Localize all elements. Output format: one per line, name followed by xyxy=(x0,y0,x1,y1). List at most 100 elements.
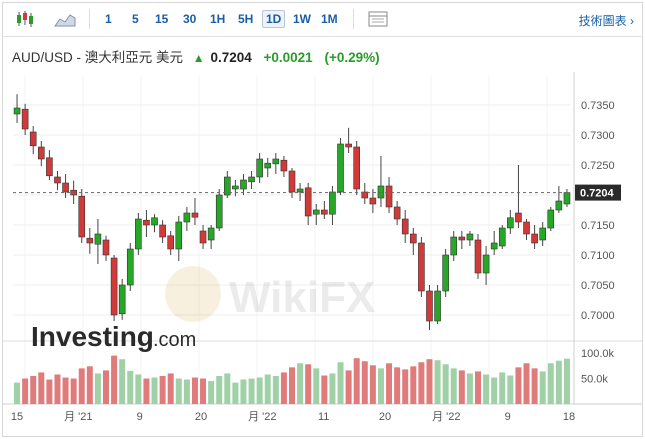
candle-body xyxy=(248,176,255,183)
candle-body xyxy=(264,162,272,169)
candle-body xyxy=(369,197,377,205)
time-tick-label: 9 xyxy=(137,411,143,423)
volume-bar xyxy=(563,358,570,404)
candle-body xyxy=(385,185,393,208)
volume-bar xyxy=(224,373,231,404)
volume-bar xyxy=(256,377,263,404)
volume-bar xyxy=(531,368,538,404)
interval-1d[interactable]: 1D xyxy=(262,10,286,28)
toolbar-separator xyxy=(89,9,90,29)
price-change: +0.0021 xyxy=(263,50,313,65)
volume-bar xyxy=(466,373,473,404)
volume-bar xyxy=(78,368,85,404)
time-tick-label: 20 xyxy=(379,411,391,423)
volume-bar xyxy=(434,360,441,404)
price-tick-label: 0.7350 xyxy=(581,100,615,112)
interval-1m[interactable]: 1 xyxy=(105,12,112,26)
volume-bar xyxy=(208,381,215,404)
candle-body xyxy=(377,185,385,199)
candle-body xyxy=(151,217,158,226)
price-change-percent: (+0.29%) xyxy=(324,50,380,65)
candle-body xyxy=(175,221,183,250)
interval-1w[interactable]: 1W xyxy=(293,12,311,26)
volume-bars xyxy=(14,355,570,404)
interval-15m[interactable]: 15 xyxy=(155,12,169,26)
chevron-right-icon: › xyxy=(630,14,634,28)
candle-body xyxy=(498,227,506,247)
price-tick-label: 0.7050 xyxy=(581,280,615,292)
volume-bar xyxy=(38,372,45,404)
candle-body xyxy=(159,224,166,238)
interval-5h[interactable]: 5H xyxy=(238,12,254,26)
interval-1mo[interactable]: 1M xyxy=(321,12,338,26)
interval-5m[interactable]: 5 xyxy=(132,12,139,26)
volume-bar xyxy=(143,378,150,404)
volume-bar xyxy=(30,376,37,404)
candle-body xyxy=(555,200,563,211)
last-price-marker xyxy=(575,184,621,201)
price-tick-label: 0.7000 xyxy=(581,310,615,322)
candle-body xyxy=(94,233,102,245)
volume-tick-label: 100.0k xyxy=(581,348,615,360)
volume-bar xyxy=(369,365,376,404)
investing-logo: Investing .com xyxy=(31,321,196,352)
candle-body xyxy=(256,158,263,178)
interval-30m[interactable]: 30 xyxy=(183,12,197,26)
volume-bar xyxy=(175,378,182,404)
volume-bar xyxy=(103,370,109,404)
up-arrow-icon: ▲ xyxy=(192,51,205,65)
candle-body xyxy=(337,143,344,193)
volume-bar xyxy=(345,370,352,404)
watermark-text: WikiFX xyxy=(229,273,375,322)
candle-body xyxy=(199,230,207,244)
price-tick-label: 0.7250 xyxy=(581,160,615,172)
candle-body xyxy=(13,107,21,115)
candle-body xyxy=(418,242,425,292)
candles xyxy=(13,94,571,330)
candlestick-type-icon[interactable] xyxy=(14,10,36,28)
area-chart-icon[interactable] xyxy=(54,10,76,28)
chart-toolbar: 1 5 15 30 1H 5H 1D 1W 1M 技術圖表 › xyxy=(3,3,642,37)
volume-bar xyxy=(54,374,61,404)
candle-body xyxy=(482,254,490,274)
candle-body xyxy=(183,212,191,223)
candle-body xyxy=(21,108,29,130)
candle-body xyxy=(167,235,174,250)
candle-body xyxy=(272,158,280,165)
volume-bar xyxy=(297,363,304,404)
volume-bar xyxy=(289,367,295,404)
candle-body xyxy=(191,212,199,218)
toolbar-separator xyxy=(353,9,354,29)
interval-1h[interactable]: 1H xyxy=(210,12,226,26)
candle-body xyxy=(345,143,352,148)
time-tick-label: 月 '22 xyxy=(248,411,276,423)
candle-body xyxy=(102,239,110,256)
grid xyxy=(3,72,642,405)
volume-bar xyxy=(151,377,158,404)
logo-suffix-text: .com xyxy=(153,329,196,351)
candle-body xyxy=(321,209,328,215)
volume-bar xyxy=(111,355,118,404)
candle-body xyxy=(304,187,312,217)
candle-body xyxy=(224,176,231,196)
candle-body xyxy=(353,146,360,190)
watermark-globe-icon xyxy=(165,266,221,322)
candle-body xyxy=(490,242,498,250)
volume-bar xyxy=(491,377,498,404)
volume-bar xyxy=(70,378,77,404)
volume-bar xyxy=(402,369,409,404)
technical-chart-link[interactable]: 技術圖表 › xyxy=(579,12,634,29)
volume-bar xyxy=(94,373,101,404)
volume-bar xyxy=(159,376,166,404)
candle-body xyxy=(450,236,458,256)
volume-bar xyxy=(86,366,93,404)
volume-bar xyxy=(305,364,312,404)
candle-body xyxy=(426,290,433,322)
volume-bar xyxy=(127,370,134,404)
volume-bar xyxy=(515,367,522,404)
time-tick-label: 月 '22 xyxy=(432,411,460,423)
volume-bar xyxy=(119,359,126,404)
table-view-icon[interactable] xyxy=(367,10,389,28)
candle-body xyxy=(215,194,223,229)
volume-bar xyxy=(191,377,198,404)
